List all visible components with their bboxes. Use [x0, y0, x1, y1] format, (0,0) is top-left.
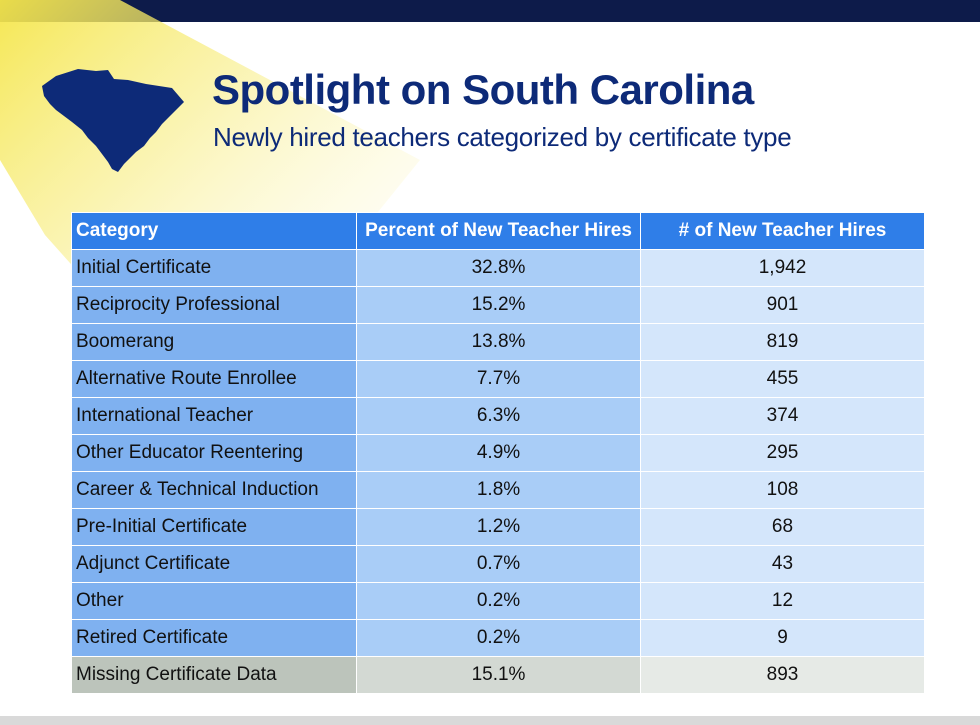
- percent-cell: 0.7%: [356, 545, 641, 583]
- table-row: International Teacher 6.3% 374: [71, 397, 925, 435]
- column-header-category: Category: [71, 212, 357, 250]
- count-cell: 455: [640, 360, 925, 398]
- south-carolina-map-icon: [42, 69, 184, 172]
- percent-cell: 1.8%: [356, 471, 641, 509]
- percent-cell: 7.7%: [356, 360, 641, 398]
- table-row: Adjunct Certificate 0.7% 43: [71, 545, 925, 583]
- count-cell: 819: [640, 323, 925, 361]
- percent-cell: 32.8%: [356, 249, 641, 287]
- percent-cell: 6.3%: [356, 397, 641, 435]
- count-cell: 374: [640, 397, 925, 435]
- count-cell: 43: [640, 545, 925, 583]
- table-row: Retired Certificate 0.2% 9: [71, 619, 925, 657]
- count-cell: 901: [640, 286, 925, 324]
- category-cell: Other: [71, 582, 357, 620]
- percent-cell: 0.2%: [356, 582, 641, 620]
- table-row: Career & Technical Induction 1.8% 108: [71, 471, 925, 509]
- category-cell: Alternative Route Enrollee: [71, 360, 357, 398]
- certificate-type-table: Category Percent of New Teacher Hires # …: [71, 212, 925, 694]
- table-row: Pre-Initial Certificate 1.2% 68: [71, 508, 925, 546]
- page-title: Spotlight on South Carolina: [212, 66, 754, 113]
- percent-cell: 4.9%: [356, 434, 641, 472]
- table-row: Boomerang 13.8% 819: [71, 323, 925, 361]
- count-cell: 12: [640, 582, 925, 620]
- count-cell: 108: [640, 471, 925, 509]
- column-header-count: # of New Teacher Hires: [640, 212, 925, 250]
- percent-cell: 15.2%: [356, 286, 641, 324]
- count-cell: 9: [640, 619, 925, 657]
- category-cell: Career & Technical Induction: [71, 471, 357, 509]
- column-header-percent: Percent of New Teacher Hires: [356, 212, 641, 250]
- category-cell: Initial Certificate: [71, 249, 357, 287]
- table-row-missing-data: Missing Certificate Data 15.1% 893: [71, 656, 925, 694]
- percent-cell: 13.8%: [356, 323, 641, 361]
- count-cell: 1,942: [640, 249, 925, 287]
- table-header-row: Category Percent of New Teacher Hires # …: [71, 212, 925, 250]
- category-cell: Reciprocity Professional: [71, 286, 357, 324]
- category-cell: Retired Certificate: [71, 619, 357, 657]
- table-row: Initial Certificate 32.8% 1,942: [71, 249, 925, 287]
- category-cell: International Teacher: [71, 397, 357, 435]
- category-cell: Missing Certificate Data: [71, 656, 357, 694]
- count-cell: 295: [640, 434, 925, 472]
- percent-cell: 0.2%: [356, 619, 641, 657]
- count-cell: 893: [640, 656, 925, 694]
- percent-cell: 15.1%: [356, 656, 641, 694]
- table-row: Alternative Route Enrollee 7.7% 455: [71, 360, 925, 398]
- category-cell: Other Educator Reentering: [71, 434, 357, 472]
- count-cell: 68: [640, 508, 925, 546]
- bottom-footer-bar: [0, 716, 980, 725]
- table-row: Reciprocity Professional 15.2% 901: [71, 286, 925, 324]
- category-cell: Pre-Initial Certificate: [71, 508, 357, 546]
- table-row: Other Educator Reentering 4.9% 295: [71, 434, 925, 472]
- page-subtitle: Newly hired teachers categorized by cert…: [213, 122, 792, 152]
- table-row: Other 0.2% 12: [71, 582, 925, 620]
- category-cell: Adjunct Certificate: [71, 545, 357, 583]
- top-banner-bar: [0, 0, 980, 22]
- category-cell: Boomerang: [71, 323, 357, 361]
- percent-cell: 1.2%: [356, 508, 641, 546]
